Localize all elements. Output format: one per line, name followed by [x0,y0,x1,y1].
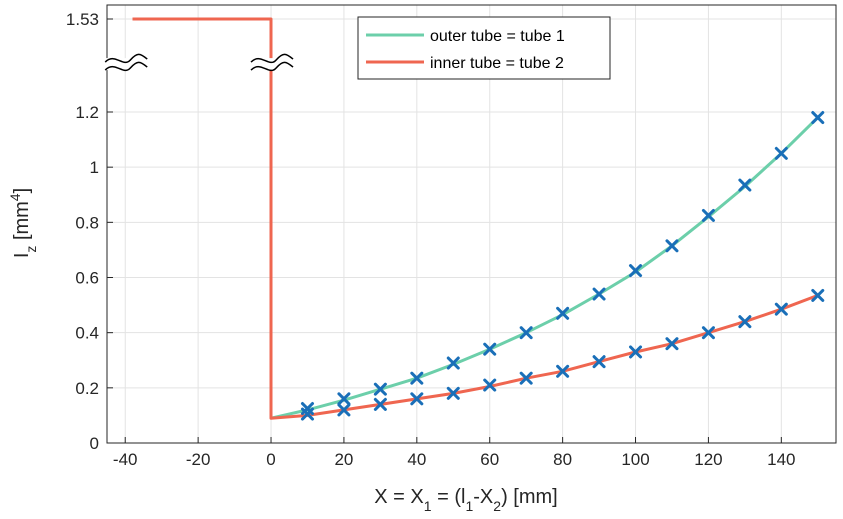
data-point-marker [519,371,533,385]
plot-frame [106,4,837,444]
x-tick-label: 120 [694,450,722,469]
tick-labels: -40 -20 0 20 40 60 80 100 120 140 0 0.2 0.4 0.6 0.8 1 1.… [66,10,796,469]
data-point-marker [300,407,314,421]
marker-stroke [556,364,570,378]
axis-break-icon [103,53,150,72]
marker-stroke [629,345,643,359]
x-tick-label: -20 [186,450,211,469]
data-point-marker [446,386,460,400]
marker-stroke [483,378,497,392]
legend-label-2: inner tube = tube 2 [430,55,564,72]
y-tick-label: 1 [90,158,99,177]
axis-break-stroke [104,53,148,64]
data-point-marker [701,208,715,222]
data-point-marker [446,356,460,370]
data-point-marker [410,392,424,406]
data-point-marker [410,371,424,385]
marker-stroke [738,178,752,192]
marker-stroke [592,287,606,301]
data-markers [300,111,825,421]
data-point-marker [483,378,497,392]
marker-stroke [629,264,643,278]
marker-stroke [774,302,788,316]
marker-stroke [811,111,825,125]
marker-stroke [811,288,825,302]
marker-stroke [519,371,533,385]
x-tick-label: 40 [407,450,426,469]
marker-stroke [373,382,387,396]
data-point-marker [556,306,570,320]
marker-stroke [556,306,570,320]
marker-stroke [446,386,460,400]
data-point-marker [519,326,533,340]
x-axis-title: X = X1 = (l1-X2) [mm] [374,486,557,514]
data-point-marker [337,403,351,417]
marker-stroke [446,356,460,370]
marker-stroke [774,146,788,160]
y-tick-label: 0.8 [75,213,99,232]
marker-stroke [738,315,752,329]
marker-stroke [373,397,387,411]
axis-break-marks [103,53,296,72]
marker-stroke [410,371,424,385]
legend-box [357,16,611,80]
marker-stroke [665,337,679,351]
data-point-marker [701,326,715,340]
y-tick-label: 0 [90,434,99,453]
data-point-marker [738,178,752,192]
marker-stroke [483,342,497,356]
axis-break-stroke [250,53,294,64]
y-tick-label: 0.2 [75,379,99,398]
data-point-marker [556,364,570,378]
y-axis-title: Iz [mm4] [7,188,39,258]
legend-label-1: outer tube = tube 1 [430,28,565,45]
x-tick-label: 20 [334,450,353,469]
x-tick-label: -40 [113,450,138,469]
data-point-marker [373,382,387,396]
marker-stroke [519,326,533,340]
x-tick-label: 100 [621,450,649,469]
x-tick-label: 80 [553,450,572,469]
data-point-marker [811,288,825,302]
marker-stroke [337,403,351,417]
data-point-marker [665,239,679,253]
marker-stroke [701,326,715,340]
data-point-marker [738,315,752,329]
legend: outer tube = tube 1 inner tube = tube 2 [357,16,611,80]
x-tick-label: 0 [266,450,275,469]
data-point-marker [811,111,825,125]
marker-stroke [592,355,606,369]
marker-stroke [300,407,314,421]
data-point-marker [483,342,497,356]
data-point-marker [665,337,679,351]
data-point-marker [629,345,643,359]
y-tick-label: 0.4 [75,324,99,343]
data-point-marker [774,146,788,160]
axis-break-stroke [104,61,148,72]
y-tick-label: 1.53 [66,10,99,29]
marker-stroke [410,392,424,406]
y-tick-label: 1.2 [75,103,99,122]
marker-stroke [337,392,351,406]
axis-break-icon [249,53,296,72]
plot-border [106,4,837,444]
data-point-marker [373,397,387,411]
y-tick-label: 0.6 [75,269,99,288]
series-line-1 [270,116,819,420]
data-point-marker [774,302,788,316]
x-tick-label: 60 [480,450,499,469]
data-point-marker [629,264,643,278]
axis-break-stroke [250,61,294,72]
marker-stroke [701,208,715,222]
data-point-marker [337,392,351,406]
series-lines [132,17,819,420]
data-point-marker [592,287,606,301]
marker-stroke [665,239,679,253]
x-tick-label: 140 [767,450,795,469]
data-point-marker [592,355,606,369]
series-line-2 [132,17,819,420]
